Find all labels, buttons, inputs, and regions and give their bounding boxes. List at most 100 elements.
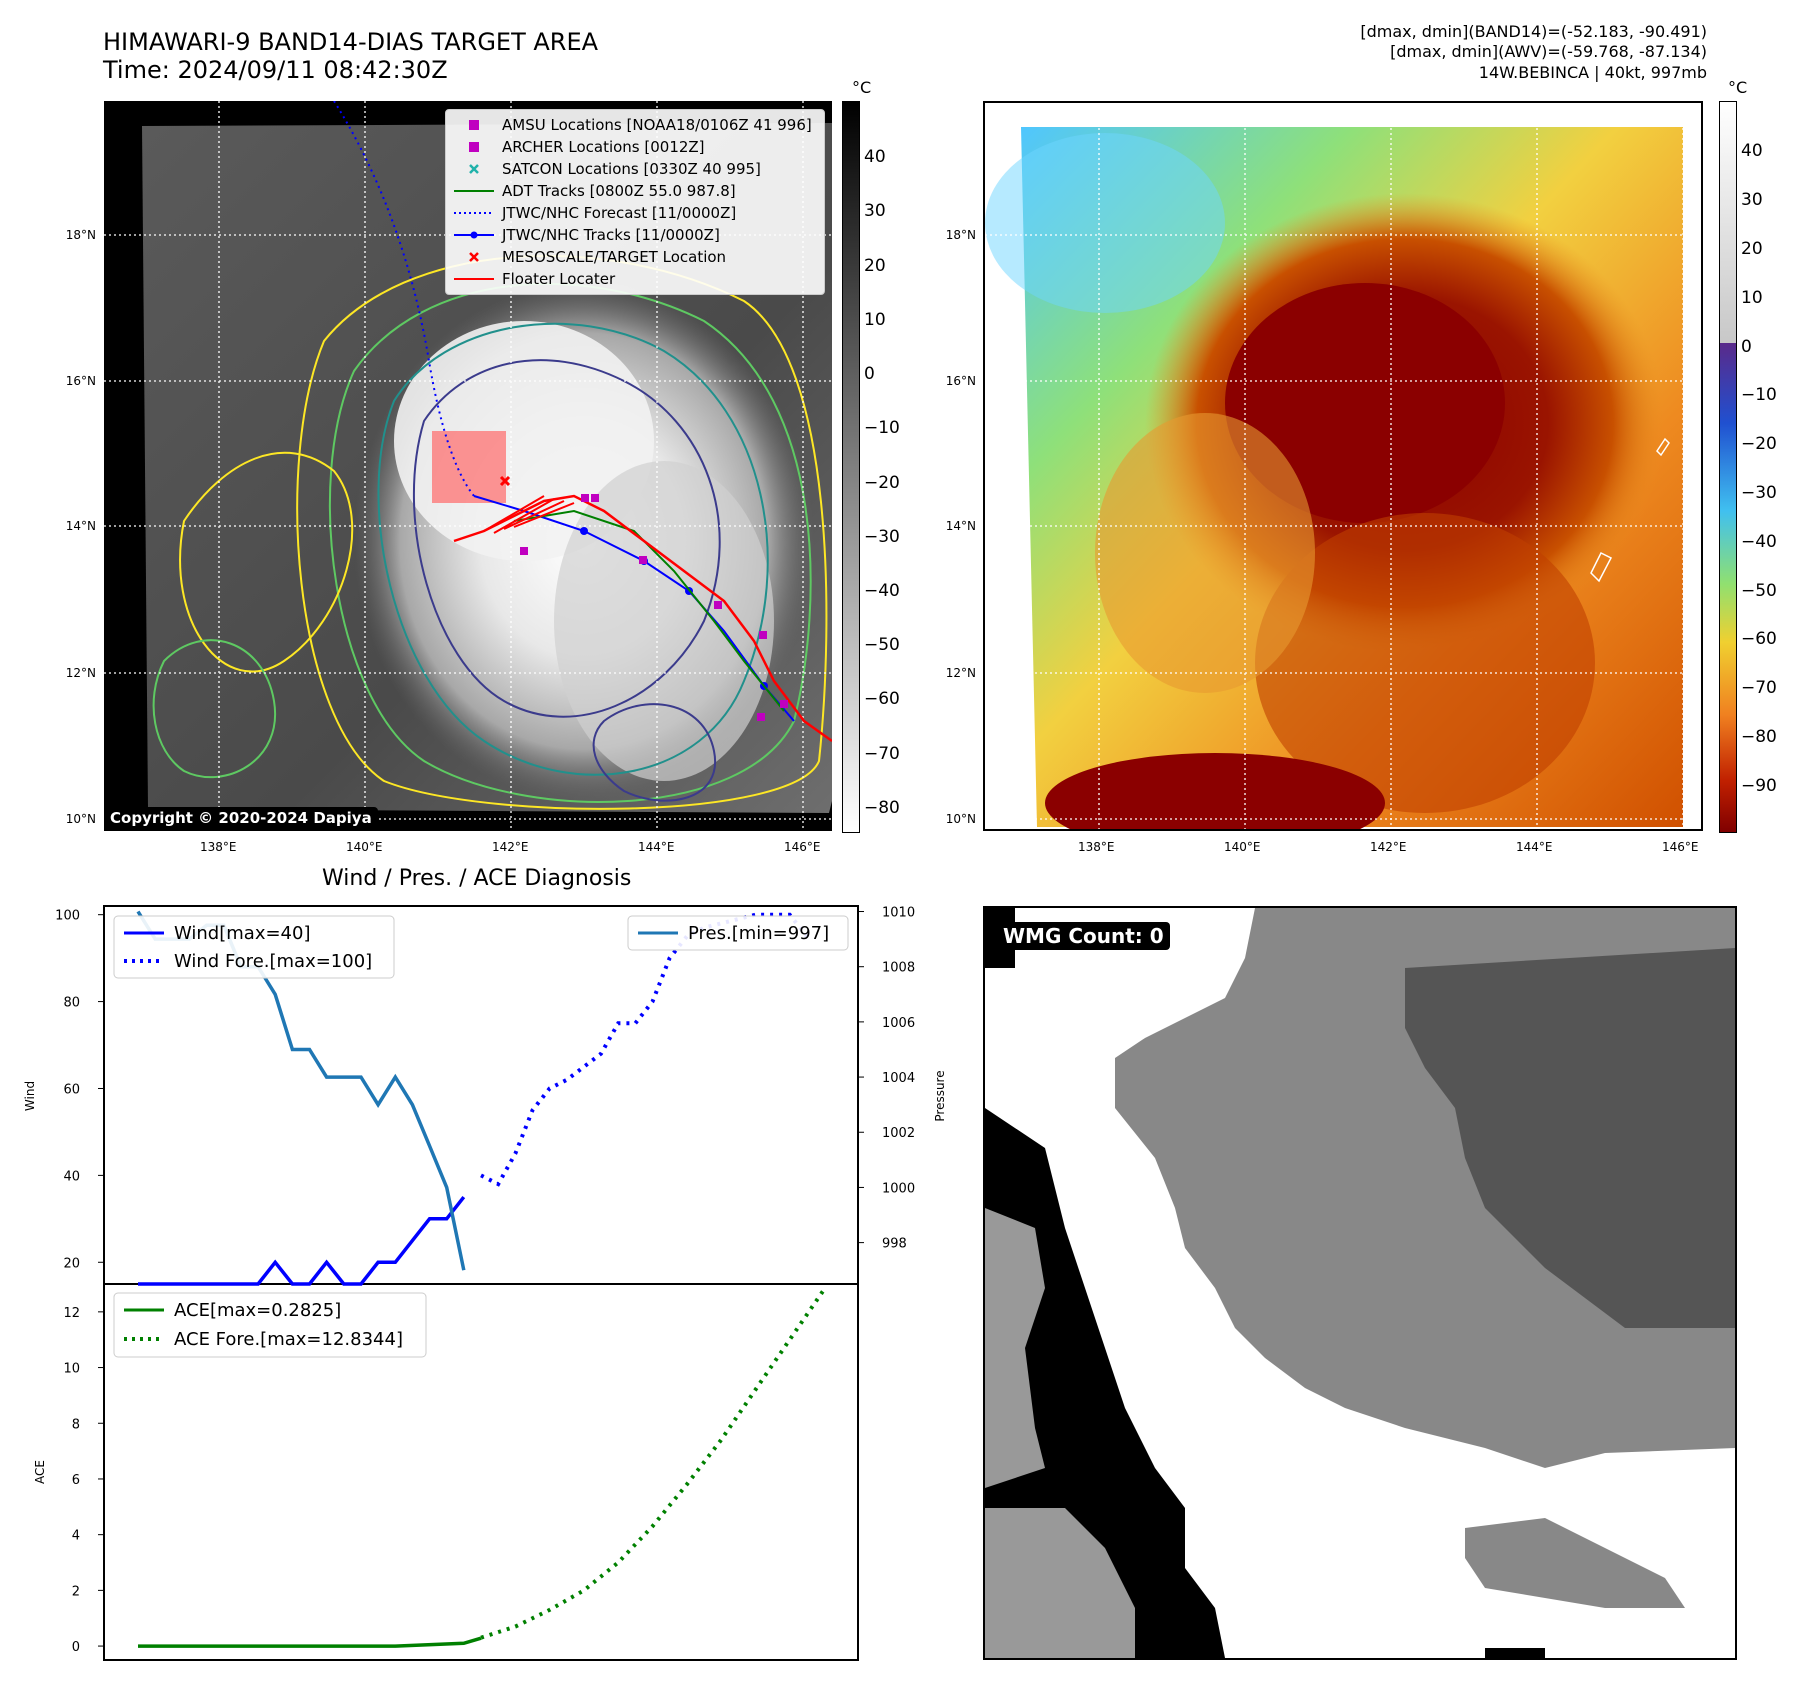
right-colorbar-ticks: 40 30 20 10 0 −10 −20 −30 −40 −50 −60 −7… [1741, 101, 1797, 831]
lon-label: 140°E [346, 840, 383, 854]
lat-label: 16°N [65, 374, 96, 388]
square-marker-icon [454, 119, 494, 131]
pressure-tick-label: 1002 [882, 1126, 915, 1141]
legend-label: Floater Locater [502, 270, 616, 288]
legend-label: SATCON Locations [0330Z 40 995] [502, 160, 761, 178]
legend-ace-label: ACE[max=0.2825] [174, 1300, 341, 1321]
pressure-ylabel: Pressure [933, 1070, 947, 1121]
legend-label: MESOSCALE/TARGET Location [502, 248, 727, 266]
ace-ylabel: ACE [33, 1460, 47, 1484]
colorbar-tick: 40 [1741, 141, 1763, 161]
legend-wind-label: Wind[max=40] [174, 923, 311, 944]
lat-label: 18°N [945, 228, 976, 242]
meta-line2: [dmax, dmin](AWV)=(-59.768, -87.134) [1390, 42, 1707, 61]
legend-item-floater: Floater Locater [454, 268, 816, 290]
colorbar-tick: −60 [864, 689, 900, 709]
legend-item-adt: ADT Tracks [0800Z 55.0 987.8] [454, 180, 816, 202]
legend-item-jtwc-tracks: JTWC/NHC Tracks [11/0000Z] [454, 224, 816, 246]
colorbar-tick: 20 [1741, 239, 1763, 259]
legend-label: ADT Tracks [0800Z 55.0 987.8] [502, 182, 736, 200]
legend-ace-fore-label: ACE Fore.[max=12.8344] [174, 1329, 403, 1350]
pressure-tick-label: 1008 [882, 961, 915, 976]
copyright-badge: Copyright © 2020-2024 Dapiya [104, 807, 378, 829]
lat-label: 18°N [65, 228, 96, 242]
ace-tick-labels: 12 10 8 6 4 2 0 [63, 1306, 104, 1655]
colorbar-tick: −60 [1741, 629, 1777, 649]
ace-tick-label: 8 [72, 1417, 80, 1432]
ace-tick-label: 10 [63, 1362, 80, 1377]
wind-tick-labels: 100 80 60 40 20 [55, 909, 104, 1271]
colorbar-tick: −50 [864, 635, 900, 655]
legend-item-archer: ARCHER Locations [0012Z] [454, 136, 816, 158]
wind-legend: Wind[max=40] Wind Fore.[max=100] [113, 915, 395, 979]
ace-legend: ACE[max=0.2825] ACE Fore.[max=12.8344] [113, 1292, 427, 1358]
lon-label: 146°E [1662, 840, 1699, 854]
wind-tick-label: 80 [63, 996, 80, 1011]
wind-tick-label: 100 [55, 909, 80, 924]
lon-label: 140°E [1224, 840, 1261, 854]
meta-line3: 14W.BEBINCA | 40kt, 997mb [1478, 63, 1707, 82]
colorbar-tick: −80 [864, 798, 900, 818]
lon-label: 138°E [200, 840, 237, 854]
awv-map-panel [983, 101, 1703, 853]
colorbar-tick: −70 [1741, 678, 1777, 698]
colorbar-tick: 20 [864, 256, 886, 276]
legend-label: JTWC/NHC Tracks [11/0000Z] [502, 226, 720, 244]
wind-tick-label: 20 [63, 1256, 80, 1271]
ir-map-panel: Copyright © 2020-2024 Dapiya AMSU Locati… [104, 100, 833, 831]
colorbar-tick: −10 [864, 418, 900, 438]
colorbar-tick: −70 [864, 744, 900, 764]
lon-label: 146°E [784, 840, 821, 854]
x-marker-icon [454, 163, 494, 175]
lon-label: 138°E [1078, 840, 1115, 854]
dotted-line-icon [454, 210, 494, 216]
colorbar-tick: 40 [864, 147, 886, 167]
legend-item-satcon: SATCON Locations [0330Z 40 995] [454, 158, 816, 180]
lon-label: 144°E [638, 840, 675, 854]
pressure-tick-label: 1000 [882, 1181, 915, 1196]
legend-label: ARCHER Locations [0012Z] [502, 138, 705, 156]
colorbar-tick: −50 [1741, 581, 1777, 601]
colorbar-tick: −40 [1741, 532, 1777, 552]
colorbar-tick: 0 [1741, 337, 1752, 357]
figure-title-line2: Time: 2024/09/11 08:42:30Z [103, 56, 448, 84]
legend-item-amsu: AMSU Locations [NOAA18/0106Z 41 996] [454, 114, 816, 136]
ace-tick-label: 2 [72, 1584, 80, 1599]
legend-label: AMSU Locations [NOAA18/0106Z 41 996] [502, 116, 812, 134]
colorbar-tick: 10 [864, 310, 886, 330]
legend-wind-fore-label: Wind Fore.[max=100] [174, 951, 372, 972]
colorbar-tick: −30 [1741, 483, 1777, 503]
map-legend: AMSU Locations [NOAA18/0106Z 41 996] ARC… [445, 109, 825, 295]
wmg-image [985, 908, 1735, 1658]
left-colorbar [842, 101, 860, 833]
left-colorbar-ticks: 40 30 20 10 0 −10 −20 −30 −40 −50 −60 −7… [864, 101, 924, 831]
wmg-panel: WMG Count: 0 [983, 906, 1737, 1660]
wind-forecast-series-line [480, 912, 809, 1187]
ace-axes-frame [103, 1283, 859, 1661]
lat-label: 16°N [945, 374, 976, 388]
colorbar-tick: −90 [1741, 776, 1777, 796]
legend-pres-label: Pres.[min=997] [688, 923, 829, 944]
line-marker-icon [454, 276, 494, 282]
x-marker-icon [454, 251, 494, 263]
pressure-tick-label: 998 [882, 1237, 907, 1252]
wmg-count-badge: WMG Count: 0 [997, 922, 1170, 950]
lat-label: 10°N [945, 812, 976, 826]
wind-series-line [138, 1196, 466, 1286]
lat-label: 10°N [65, 812, 96, 826]
square-marker-icon [454, 141, 494, 153]
right-colorbar-unit: °C [1728, 78, 1748, 97]
wind-ylabel: Wind [23, 1081, 37, 1111]
legend-label: JTWC/NHC Forecast [11/0000Z] [502, 204, 737, 222]
series-layer [136, 910, 826, 1648]
ace-tick-label: 6 [72, 1473, 80, 1488]
left-map-lat-labels: 18°N 16°N 14°N 12°N 10°N [40, 101, 100, 831]
left-colorbar-unit: °C [852, 78, 872, 97]
pressure-tick-label: 1006 [882, 1016, 915, 1031]
lon-label: 142°E [1370, 840, 1407, 854]
left-map-lon-labels: 138°E 140°E 142°E 144°E 146°E [104, 840, 832, 860]
lon-label: 142°E [492, 840, 529, 854]
ace-tick-label: 4 [72, 1529, 80, 1544]
figure-title-line1: HIMAWARI-9 BAND14-DIAS TARGET AREA [103, 28, 599, 56]
